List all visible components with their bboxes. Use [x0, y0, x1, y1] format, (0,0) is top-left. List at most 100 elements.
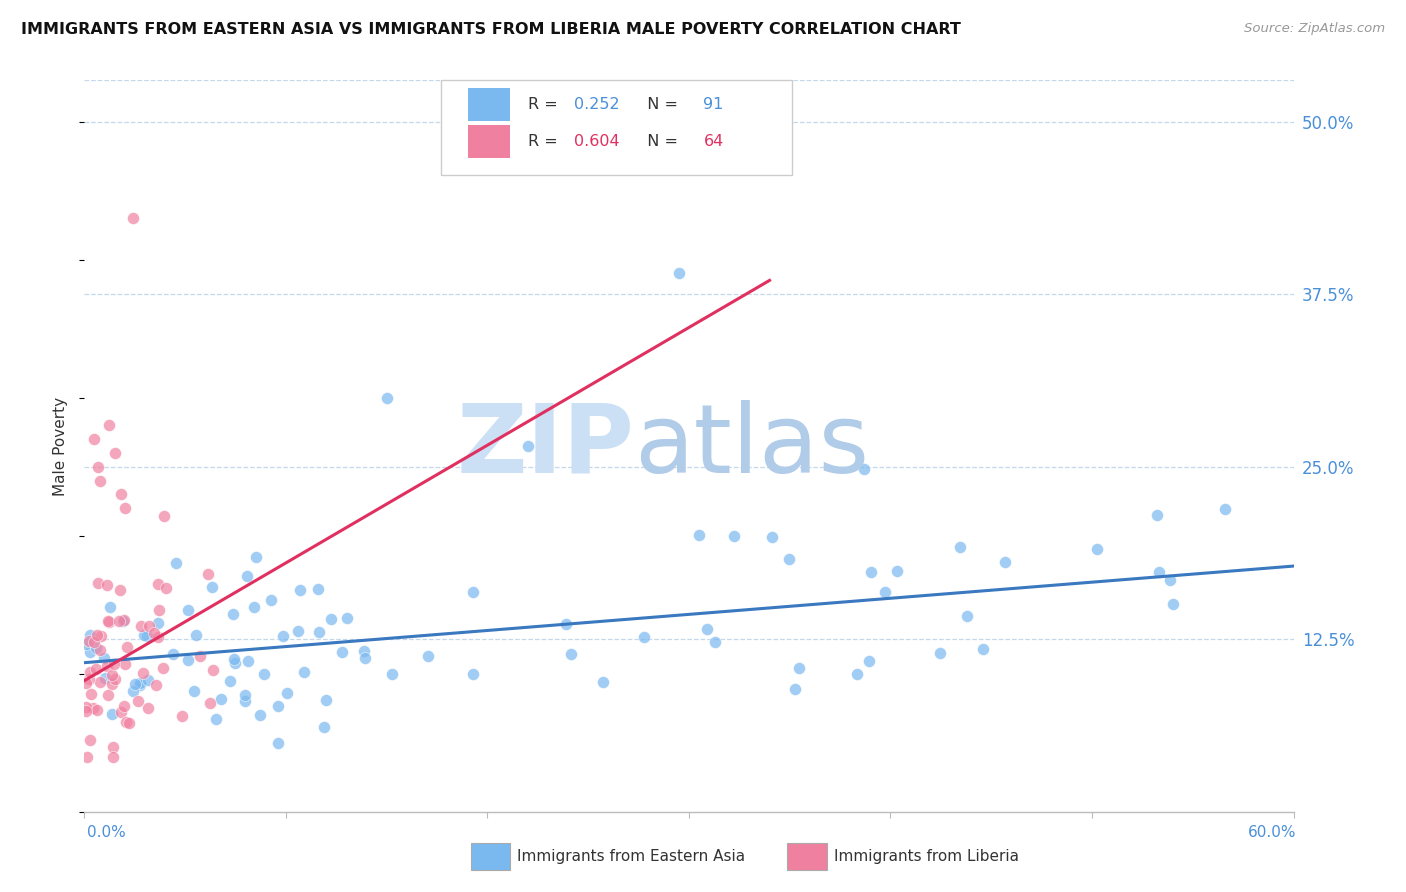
Point	[90, 628, 112, 642]
Point	[89, 675, 111, 690]
Text: 60.0%: 60.0%	[1249, 825, 1296, 840]
Point	[165, 556, 187, 570]
Point	[201, 663, 224, 677]
Text: 0.604: 0.604	[574, 135, 620, 150]
Point	[76, 749, 98, 764]
Point	[97, 418, 120, 433]
Point	[153, 508, 176, 523]
Point	[129, 678, 152, 692]
Point	[956, 608, 979, 623]
Point	[84, 662, 107, 676]
Point	[1149, 565, 1171, 579]
Point	[114, 501, 136, 516]
Point	[461, 585, 484, 599]
Point	[222, 607, 245, 622]
Point	[972, 642, 994, 657]
Point	[79, 628, 101, 642]
Point	[100, 668, 122, 682]
Point	[852, 462, 875, 476]
Point	[288, 582, 311, 597]
Text: Source: ZipAtlas.com: Source: ZipAtlas.com	[1244, 22, 1385, 36]
Point	[1085, 542, 1108, 557]
Point	[1146, 508, 1168, 522]
Point	[315, 693, 337, 707]
Point	[236, 568, 259, 582]
Point	[416, 649, 439, 664]
Point	[79, 733, 101, 747]
Point	[554, 617, 576, 632]
Point	[204, 712, 226, 726]
Text: 91: 91	[703, 97, 724, 112]
Text: Immigrants from Liberia: Immigrants from Liberia	[834, 849, 1019, 863]
Point	[1215, 502, 1237, 516]
Point	[104, 672, 127, 686]
FancyBboxPatch shape	[468, 126, 510, 159]
Point	[75, 704, 97, 718]
Point	[127, 694, 149, 708]
Point	[994, 555, 1017, 569]
Point	[86, 628, 108, 642]
Point	[245, 549, 267, 564]
Point	[79, 665, 101, 680]
Text: 0.0%: 0.0%	[87, 825, 127, 840]
Point	[97, 688, 120, 702]
Point	[183, 684, 205, 698]
Point	[761, 530, 783, 544]
Text: Immigrants from Eastern Asia: Immigrants from Eastern Asia	[517, 849, 745, 863]
Point	[267, 698, 290, 713]
Point	[224, 657, 246, 671]
Point	[115, 714, 138, 729]
Point	[97, 614, 120, 628]
Point	[145, 678, 167, 692]
Point	[84, 641, 107, 656]
Point	[336, 611, 359, 625]
Text: ZIP: ZIP	[457, 400, 634, 492]
Point	[94, 671, 117, 685]
Point	[87, 576, 110, 591]
Point	[129, 619, 152, 633]
Point	[89, 474, 111, 488]
Text: N =: N =	[637, 97, 683, 112]
Point	[703, 635, 725, 649]
Point	[186, 628, 208, 642]
Point	[96, 658, 118, 673]
Point	[243, 600, 266, 615]
Point	[319, 612, 342, 626]
Point	[859, 565, 882, 579]
Point	[118, 716, 141, 731]
Point	[287, 624, 309, 639]
Point	[224, 652, 246, 666]
Point	[1161, 597, 1184, 611]
Point	[260, 592, 283, 607]
Point	[886, 564, 908, 578]
Point	[110, 582, 132, 597]
Point	[267, 736, 290, 750]
Point	[138, 673, 160, 687]
Point	[155, 582, 177, 596]
Point	[132, 627, 155, 641]
Point	[188, 649, 211, 664]
Point	[100, 706, 122, 721]
Point	[152, 660, 174, 674]
FancyBboxPatch shape	[468, 88, 510, 121]
Point	[177, 653, 200, 667]
Point	[132, 665, 155, 680]
Point	[83, 432, 105, 446]
Point	[308, 625, 330, 640]
Point	[846, 666, 869, 681]
Point	[96, 578, 118, 592]
Point	[80, 688, 103, 702]
Point	[124, 676, 146, 690]
Point	[778, 552, 800, 566]
Point	[148, 616, 170, 631]
Point	[172, 709, 194, 723]
Point	[949, 540, 972, 554]
Point	[89, 642, 111, 657]
Point	[276, 686, 298, 700]
Point	[110, 487, 132, 501]
Point	[1159, 574, 1181, 588]
Point	[101, 739, 124, 754]
Point	[353, 643, 375, 657]
Point	[200, 580, 222, 594]
Point	[75, 637, 97, 651]
